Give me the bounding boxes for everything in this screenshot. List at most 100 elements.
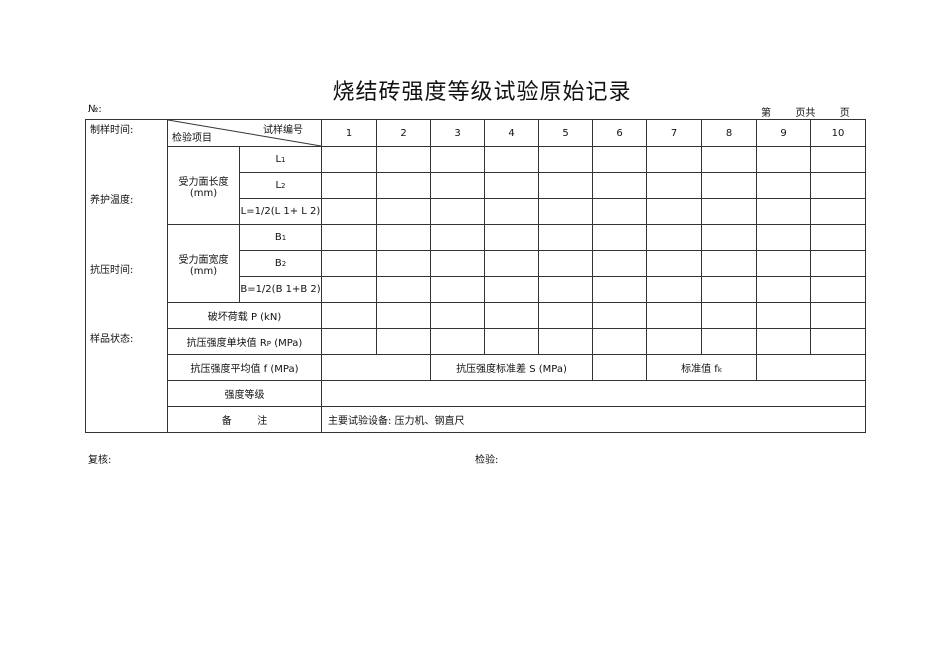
data-cell[interactable]: [810, 198, 866, 225]
data-cell[interactable]: [646, 250, 702, 277]
row-single-strength: 抗压强度单块值 RP (MPa): [86, 328, 866, 355]
data-cell[interactable]: [756, 224, 811, 251]
data-cell[interactable]: [810, 146, 866, 173]
data-cell[interactable]: [592, 224, 647, 251]
row-load: 破坏荷载 P (kN): [86, 302, 866, 329]
data-cell[interactable]: [701, 276, 757, 303]
data-cell[interactable]: [538, 224, 593, 251]
b2-sub: 2: [281, 260, 287, 268]
row-b1: 受力面宽度 (mm) B1: [86, 224, 866, 303]
data-cell[interactable]: [538, 328, 593, 355]
data-cell[interactable]: [484, 302, 539, 329]
data-cell[interactable]: [810, 250, 866, 277]
data-cell[interactable]: [376, 276, 431, 303]
data-cell[interactable]: [321, 146, 377, 173]
data-cell[interactable]: [646, 146, 702, 173]
data-cell[interactable]: [756, 302, 811, 329]
data-cell[interactable]: [321, 302, 377, 329]
data-cell[interactable]: [321, 224, 377, 251]
data-cell[interactable]: [538, 198, 593, 225]
page-di: 第: [761, 108, 771, 119]
data-cell[interactable]: [756, 146, 811, 173]
data-cell[interactable]: [646, 328, 702, 355]
col-header: 8: [701, 119, 757, 147]
data-cell[interactable]: [484, 224, 539, 251]
data-cell[interactable]: [430, 172, 485, 199]
data-cell[interactable]: [646, 198, 702, 225]
data-cell[interactable]: [756, 250, 811, 277]
data-cell[interactable]: [701, 146, 757, 173]
data-cell[interactable]: [484, 172, 539, 199]
data-cell[interactable]: [430, 276, 485, 303]
data-cell[interactable]: [756, 172, 811, 199]
data-cell[interactable]: [810, 224, 866, 251]
data-cell[interactable]: [592, 172, 647, 199]
data-cell[interactable]: [810, 276, 866, 303]
data-cell[interactable]: [430, 250, 485, 277]
data-cell[interactable]: [592, 198, 647, 225]
data-cell[interactable]: [592, 146, 647, 173]
col-header: 9: [756, 119, 811, 147]
row-remark: 备 注 主要试验设备: 压力机、钢直尺: [86, 406, 866, 433]
data-cell[interactable]: [430, 198, 485, 225]
data-cell[interactable]: [484, 276, 539, 303]
data-cell[interactable]: [592, 276, 647, 303]
row-l2: L2: [86, 172, 866, 199]
data-cell[interactable]: [376, 198, 431, 225]
data-cell[interactable]: [592, 328, 647, 355]
l2-label: L2: [239, 172, 322, 199]
standard-value-value[interactable]: [756, 354, 866, 381]
data-cell[interactable]: [538, 146, 593, 173]
row-summary: 抗压强度平均值 f (MPa) 抗压强度标准差 S (MPa) 标准值 fk: [86, 354, 866, 381]
l2-text: L: [275, 180, 282, 191]
data-cell[interactable]: [646, 276, 702, 303]
data-cell[interactable]: [538, 276, 593, 303]
data-cell[interactable]: [538, 250, 593, 277]
data-cell[interactable]: [810, 328, 866, 355]
data-cell[interactable]: [701, 328, 757, 355]
data-cell[interactable]: [701, 172, 757, 199]
data-cell[interactable]: [484, 328, 539, 355]
data-cell[interactable]: [430, 146, 485, 173]
data-cell[interactable]: [430, 328, 485, 355]
data-cell[interactable]: [538, 172, 593, 199]
data-cell[interactable]: [810, 172, 866, 199]
data-cell[interactable]: [430, 302, 485, 329]
data-cell[interactable]: [430, 224, 485, 251]
data-cell[interactable]: [538, 302, 593, 329]
data-cell[interactable]: [376, 224, 431, 251]
data-cell[interactable]: [701, 224, 757, 251]
data-cell[interactable]: [646, 172, 702, 199]
data-cell[interactable]: [592, 302, 647, 329]
data-cell[interactable]: [376, 250, 431, 277]
data-cell[interactable]: [376, 146, 431, 173]
data-cell[interactable]: [376, 172, 431, 199]
data-cell[interactable]: [321, 250, 377, 277]
data-cell[interactable]: [321, 328, 377, 355]
data-cell[interactable]: [484, 146, 539, 173]
data-cell[interactable]: [701, 250, 757, 277]
data-cell[interactable]: [810, 302, 866, 329]
data-cell[interactable]: [321, 172, 377, 199]
data-cell[interactable]: [376, 302, 431, 329]
l2-sub: 2: [281, 182, 286, 190]
data-cell[interactable]: [756, 328, 811, 355]
data-cell[interactable]: [646, 302, 702, 329]
data-cell[interactable]: [321, 276, 377, 303]
data-cell[interactable]: [321, 198, 377, 225]
data-cell[interactable]: [646, 224, 702, 251]
data-cell[interactable]: [484, 198, 539, 225]
data-cell[interactable]: [701, 198, 757, 225]
data-cell[interactable]: [484, 250, 539, 277]
data-cell[interactable]: [592, 250, 647, 277]
data-cell[interactable]: [701, 302, 757, 329]
grade-value[interactable]: [321, 380, 866, 407]
avg-strength-value[interactable]: [321, 354, 431, 381]
std-dev-value[interactable]: [592, 354, 647, 381]
data-cell[interactable]: [376, 328, 431, 355]
l1-label: L1: [239, 146, 322, 173]
item-label: 检验项目: [172, 133, 212, 144]
b2-label: B2: [239, 250, 322, 277]
data-cell[interactable]: [756, 198, 811, 225]
data-cell[interactable]: [756, 276, 811, 303]
